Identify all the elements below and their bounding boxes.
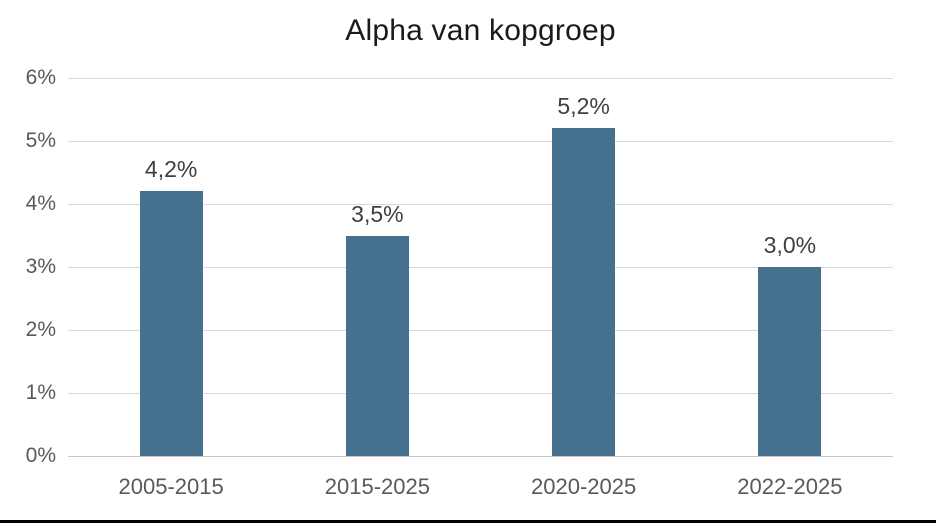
x-axis-category-label: 2022-2025	[737, 474, 843, 499]
x-axis-category-label: 2005-2015	[118, 474, 224, 499]
bar-2015-2025	[345, 235, 409, 456]
gridline	[68, 204, 893, 205]
bar-value-label: 3,5%	[351, 200, 404, 227]
bar-value-label: 3,0%	[763, 232, 817, 258]
bar-value-label: 4,2%	[144, 156, 198, 183]
x-axis-baseline	[68, 456, 893, 457]
bottom-border-line	[0, 520, 936, 523]
gridline	[68, 78, 893, 79]
gridline	[68, 330, 893, 331]
x-axis-category-label: 2020-2025	[531, 474, 637, 499]
y-axis-tick-label: 1%	[25, 381, 56, 404]
x-axis-category-label: 2015-2025	[324, 474, 430, 499]
y-axis-tick-label: 3%	[25, 255, 56, 278]
bar-2005-2015	[139, 191, 203, 456]
bar-2020-2025	[552, 128, 616, 456]
bar-2022-2025	[758, 267, 822, 456]
plot-area: 4,2% 3,5% 5,2% 3,0%	[68, 78, 893, 457]
gridline	[68, 393, 893, 394]
chart-title: Alpha van kopgroep	[345, 14, 616, 47]
y-axis-tick-label: 5%	[25, 129, 56, 152]
x-axis: 2005-2015 2015-2025 2020-2025 2022-2025	[68, 474, 893, 504]
gridline	[68, 141, 893, 142]
bar-value-label: 5,2%	[557, 93, 610, 120]
y-axis-tick-label: 0%	[25, 444, 56, 467]
y-axis-tick-label: 4%	[25, 192, 56, 215]
y-axis-tick-label: 2%	[25, 318, 56, 341]
gridline	[68, 267, 893, 268]
y-axis-tick-label: 6%	[25, 66, 56, 89]
